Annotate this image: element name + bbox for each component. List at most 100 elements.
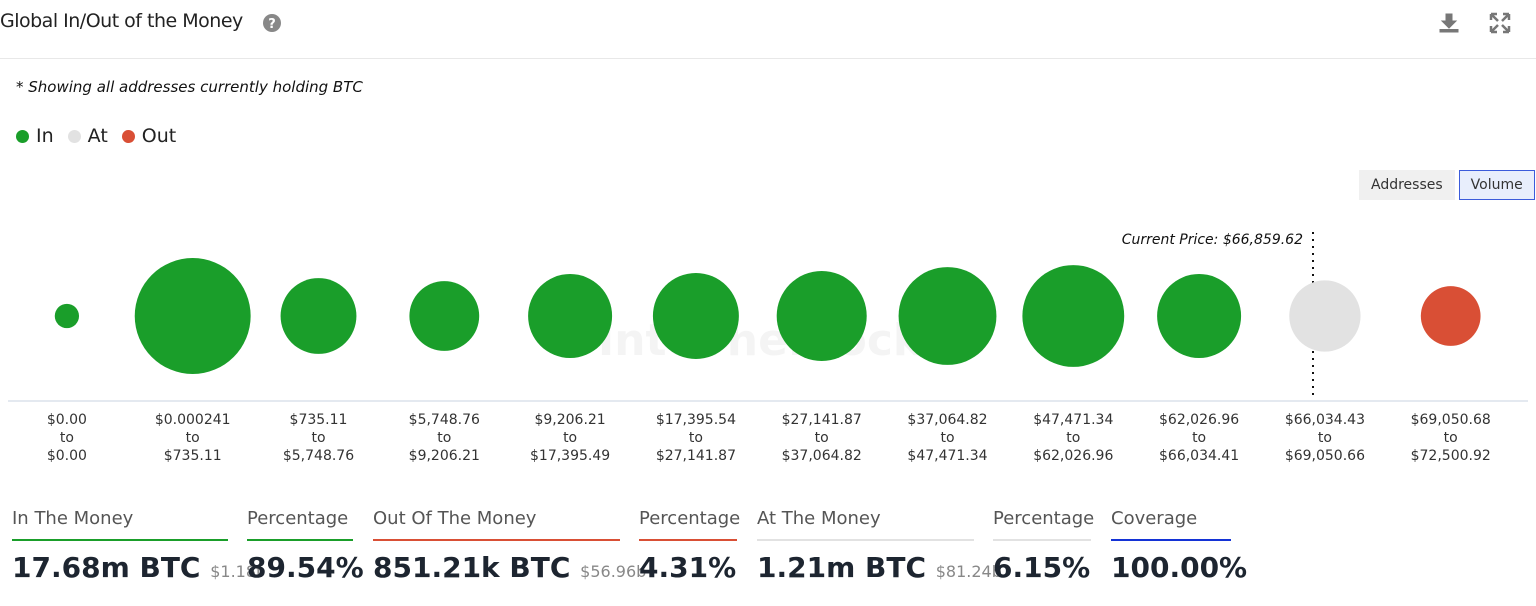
toggle-button[interactable]: Addresses <box>1359 170 1455 200</box>
range-label: to <box>940 430 954 446</box>
bubble <box>1420 286 1481 346</box>
legend: In At Out <box>16 125 176 147</box>
range-label: $27,141.87 <box>782 412 862 428</box>
legend-dot <box>16 129 29 143</box>
legend-dot <box>121 129 135 143</box>
range-label: $9,206.21 <box>534 412 605 428</box>
legend-dot <box>67 129 81 143</box>
summary-value: 1.21m BTC <box>757 551 926 584</box>
summary-card: Out Of The Money 851.21k BTC $56.96b <box>373 508 646 584</box>
range-label: $5,748.76 <box>409 412 480 428</box>
bubble <box>409 281 480 351</box>
summary-value: 851.21k BTC <box>373 551 571 584</box>
summary-label: At The Money <box>757 508 974 541</box>
summary-label: Coverage <box>1111 508 1231 541</box>
legend-label: At <box>87 125 108 147</box>
bubble <box>54 303 80 329</box>
toggle: Addresses Volume <box>1359 170 1535 200</box>
summary-sub: $81.24b <box>935 562 1002 581</box>
summary-card: Percentage 6.15% <box>993 508 1094 584</box>
summary-card: In The Money 17.68m BTC $1.18t <box>12 508 262 584</box>
range-label: $47,471.34 <box>1033 412 1113 428</box>
summary-value: 4.31% <box>639 551 737 584</box>
range-label: to <box>689 430 703 446</box>
range-label: $47,471.34 <box>907 448 987 464</box>
divider <box>0 58 1536 59</box>
range-label: $62,026.96 <box>1033 448 1113 464</box>
legend-label: Out <box>141 125 177 147</box>
range-label: to <box>186 430 200 446</box>
range-label: $735.11 <box>290 412 348 428</box>
bubble <box>1289 280 1361 352</box>
range-label: $37,064.82 <box>782 448 862 464</box>
bubble <box>1022 265 1125 367</box>
summary-card: At The Money 1.21m BTC $81.24b <box>757 508 1002 584</box>
bubble <box>528 274 613 358</box>
range-label: $0.00 <box>47 448 87 464</box>
range-label: $9,206.21 <box>409 448 480 464</box>
summary-sub: $1.18t <box>210 562 263 581</box>
summary-value: 100.00% <box>1111 551 1248 584</box>
bubble <box>280 278 357 354</box>
summary-label: Percentage <box>993 508 1094 541</box>
chart: IntoTheBlock Current Price: $66,859.62 $… <box>8 232 1528 464</box>
annotation: Current Price: $66,859.62 <box>1122 232 1303 248</box>
range-label: to <box>1318 430 1332 446</box>
summary-value-row: 89.54% <box>247 551 364 584</box>
summary-value: 17.68m BTC <box>12 551 201 584</box>
bubble <box>898 267 997 365</box>
range-label: to <box>563 430 577 446</box>
summary-value-row: 100.00% <box>1111 551 1247 584</box>
range-label: to <box>815 430 829 446</box>
fullscreen-icon[interactable] <box>1489 12 1511 34</box>
range-label: $62,026.96 <box>1159 412 1239 428</box>
range-label: to <box>437 430 451 446</box>
range-label: $66,034.43 <box>1285 412 1365 428</box>
summary-value-row: 1.21m BTC $81.24b <box>757 551 1002 584</box>
range-label: to <box>1444 430 1458 446</box>
legend-item: Out <box>121 125 177 147</box>
range-label: $0.00 <box>47 412 87 428</box>
bubble <box>652 273 739 359</box>
title: Global In/Out of the Money <box>0 10 243 32</box>
range-label: $0.000241 <box>155 412 231 428</box>
range-label: to <box>311 430 325 446</box>
svg-text:?: ? <box>268 17 276 32</box>
summary-value: 89.54% <box>247 551 364 584</box>
range-label: $17,395.49 <box>530 448 610 464</box>
summary-value-row: 6.15% <box>993 551 1091 584</box>
legend-item: At <box>67 125 108 147</box>
summary-card: Coverage 100.00% <box>1111 508 1247 584</box>
summary-card: Percentage 4.31% <box>639 508 740 584</box>
summary-label: Percentage <box>639 508 740 541</box>
download-icon[interactable] <box>1438 12 1460 34</box>
toggle-button[interactable]: Volume <box>1458 170 1535 200</box>
help-icon[interactable]: ? <box>262 13 282 33</box>
range-label: $37,064.82 <box>907 412 987 428</box>
legend-label: In <box>36 125 54 147</box>
summary-card: Percentage 89.54% <box>247 508 364 584</box>
range-label: $735.11 <box>164 448 222 464</box>
summary-value: 6.15% <box>993 551 1091 584</box>
bubble <box>776 270 867 362</box>
range-label: to <box>1066 430 1080 446</box>
legend-item: In <box>16 125 54 147</box>
range-label: to <box>1192 430 1206 446</box>
summary-label: Percentage <box>247 508 353 541</box>
summary-sub: $56.96b <box>580 562 647 581</box>
watermark: IntoTheBlock <box>598 315 924 366</box>
range-label: $17,395.54 <box>656 412 736 428</box>
range-label: $27,141.87 <box>656 448 736 464</box>
summary-label: Out Of The Money <box>373 508 620 541</box>
summary-label: In The Money <box>12 508 228 541</box>
range-label: $66,034.41 <box>1159 448 1239 464</box>
range-label: $72,500.92 <box>1411 448 1491 464</box>
range-label: to <box>60 430 74 446</box>
range-label: $69,050.68 <box>1411 412 1491 428</box>
note: * Showing all addresses currently holdin… <box>16 78 363 96</box>
summary-value-row: 851.21k BTC $56.96b <box>373 551 646 584</box>
bubble <box>134 258 251 374</box>
summary-value-row: 17.68m BTC $1.18t <box>12 551 262 584</box>
range-label: $5,748.76 <box>283 448 354 464</box>
